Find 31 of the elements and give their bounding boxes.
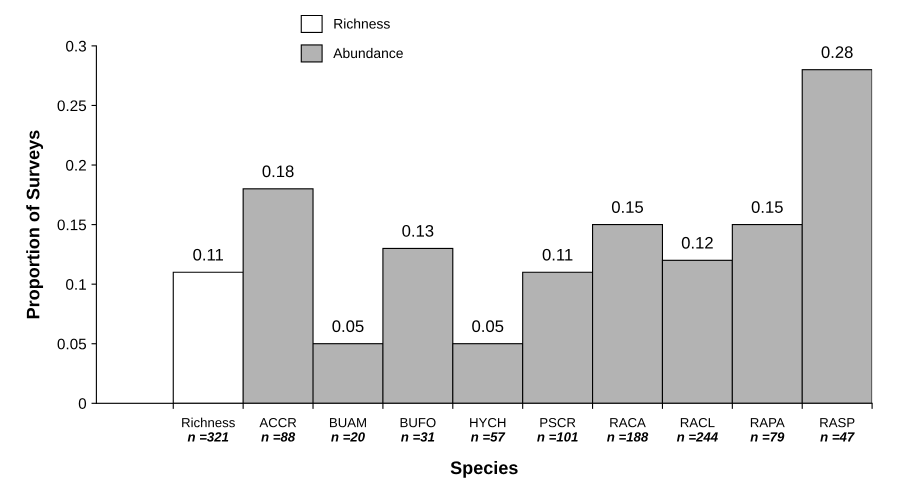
legend-label: Richness bbox=[334, 18, 390, 29]
data-label: 0.12 bbox=[682, 236, 713, 249]
x-tick-label: RACA n =188 bbox=[607, 418, 648, 442]
x-tick-label: RAPA n =79 bbox=[750, 418, 785, 442]
data-label: 0.11 bbox=[193, 248, 223, 261]
data-label: 0.13 bbox=[402, 224, 434, 237]
data-label: 0.18 bbox=[262, 165, 294, 178]
data-label: 0.11 bbox=[542, 248, 572, 261]
y-tick-label: 0.3 bbox=[66, 40, 86, 52]
legend-label: Abundance bbox=[333, 48, 403, 58]
y-tick-label: 0.2 bbox=[66, 160, 86, 171]
x-tick-label: RACL n =244 bbox=[676, 418, 718, 442]
x-tick-label: Richness n =321 bbox=[182, 418, 235, 442]
x-tick-label: HYCH n =57 bbox=[470, 418, 506, 442]
x-tick-label: ACCR n =88 bbox=[259, 418, 296, 442]
y-tick-label: 0.1 bbox=[66, 279, 86, 290]
data-label: 0.15 bbox=[612, 201, 644, 213]
data-label: 0.15 bbox=[752, 201, 783, 213]
y-tick-label: 0.15 bbox=[58, 219, 86, 230]
y-tick-label: 0.25 bbox=[58, 100, 86, 112]
x-tick-label: RASP n =47 bbox=[820, 418, 855, 442]
x-tick-label: BUAM n =20 bbox=[330, 418, 366, 442]
data-label: 0.05 bbox=[332, 320, 364, 332]
y-tick-label: 0 bbox=[78, 398, 86, 409]
data-label: 0.05 bbox=[472, 320, 504, 332]
x-tick-label: BUFO n =31 bbox=[400, 418, 436, 442]
y-tick-label: 0.05 bbox=[58, 338, 86, 350]
data-label: 0.28 bbox=[822, 46, 853, 58]
x-axis-title: Species bbox=[450, 460, 518, 478]
x-tick-label: PSCR n =101 bbox=[537, 418, 578, 442]
y-axis-title: Proportion of Surveys bbox=[26, 130, 44, 318]
